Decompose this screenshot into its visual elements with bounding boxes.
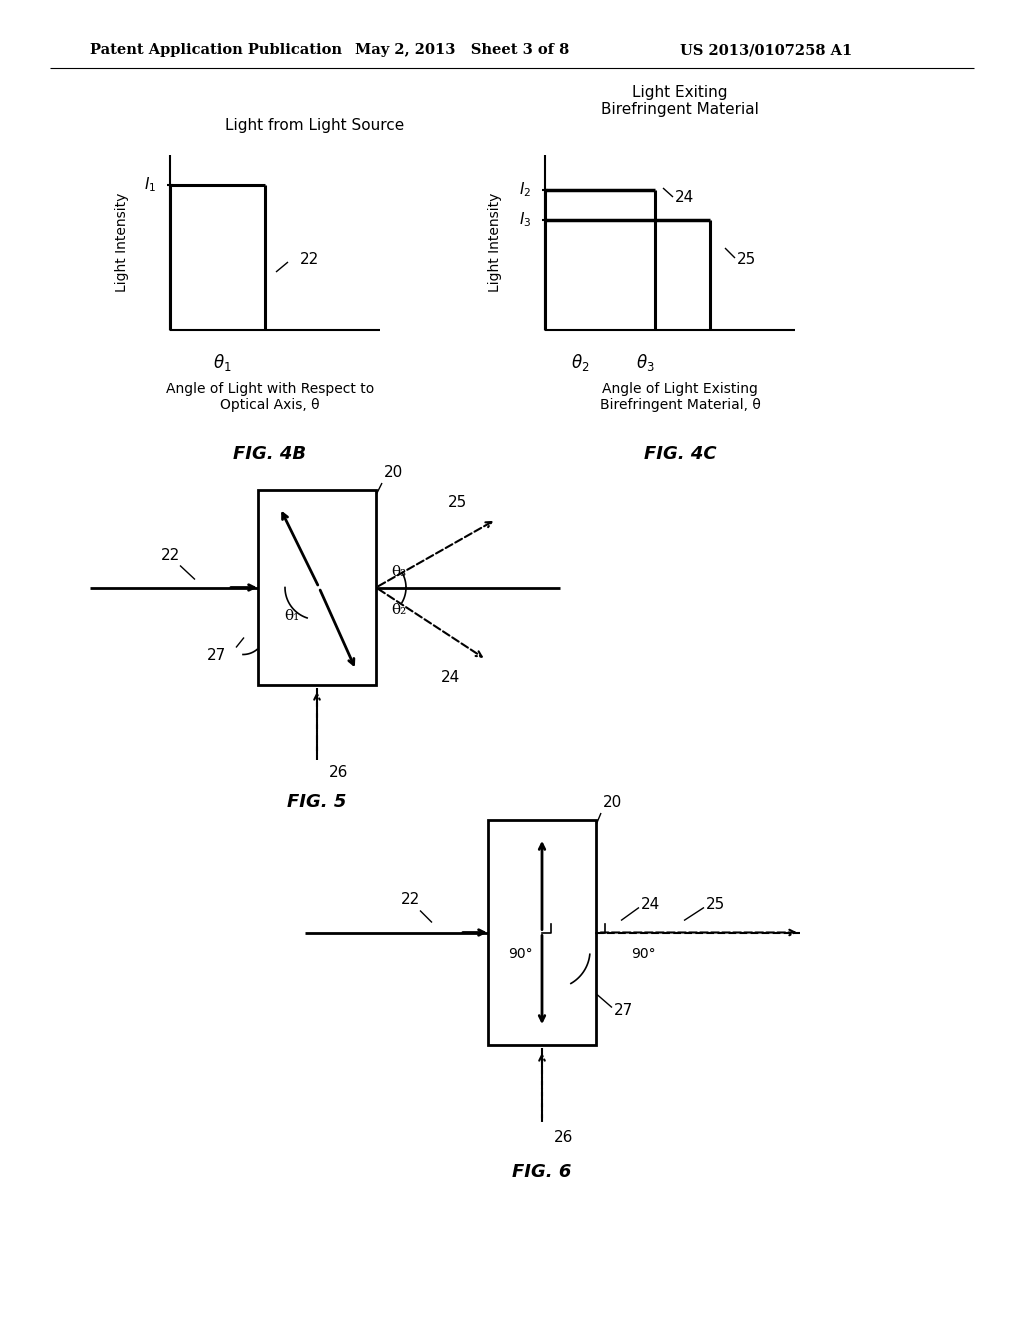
Bar xyxy=(488,820,596,1045)
Text: 22: 22 xyxy=(161,548,179,562)
Text: 22: 22 xyxy=(300,252,319,268)
Text: Angle of Light Existing
Birefringent Material, θ: Angle of Light Existing Birefringent Mat… xyxy=(600,381,761,412)
Text: $\theta_3$: $\theta_3$ xyxy=(636,352,654,374)
Text: 25: 25 xyxy=(737,252,757,268)
Text: Light Intensity: Light Intensity xyxy=(115,193,129,292)
Text: May 2, 2013   Sheet 3 of 8: May 2, 2013 Sheet 3 of 8 xyxy=(355,44,569,57)
Text: 25: 25 xyxy=(449,495,467,510)
Text: 25: 25 xyxy=(706,898,725,912)
Text: Patent Application Publication: Patent Application Publication xyxy=(90,44,342,57)
Text: FIG. 6: FIG. 6 xyxy=(512,1163,571,1181)
Text: 26: 26 xyxy=(329,766,348,780)
Text: 24: 24 xyxy=(641,898,660,912)
Text: FIG. 4C: FIG. 4C xyxy=(644,445,717,463)
Text: 27: 27 xyxy=(207,648,226,663)
Text: Light Exiting
Birefringent Material: Light Exiting Birefringent Material xyxy=(601,84,759,117)
Text: $I_3$: $I_3$ xyxy=(518,211,531,230)
Text: $\theta_1$: $\theta_1$ xyxy=(213,352,231,374)
Text: Light Intensity: Light Intensity xyxy=(488,193,502,292)
Text: $I_1$: $I_1$ xyxy=(143,176,156,194)
Text: 90°: 90° xyxy=(508,948,532,961)
Text: 24: 24 xyxy=(441,671,460,685)
Text: FIG. 4B: FIG. 4B xyxy=(233,445,306,463)
Text: $\theta_2$: $\theta_2$ xyxy=(570,352,589,374)
Text: Angle of Light with Respect to
Optical Axis, θ: Angle of Light with Respect to Optical A… xyxy=(166,381,374,412)
Text: 26: 26 xyxy=(554,1130,573,1144)
Text: 22: 22 xyxy=(400,892,420,908)
Text: θ₃: θ₃ xyxy=(391,565,407,578)
Text: θ₂: θ₂ xyxy=(391,602,407,616)
Text: 90°: 90° xyxy=(631,948,655,961)
Text: Light from Light Source: Light from Light Source xyxy=(225,117,404,133)
Text: FIG. 5: FIG. 5 xyxy=(288,793,347,810)
Text: US 2013/0107258 A1: US 2013/0107258 A1 xyxy=(680,44,852,57)
Text: $I_2$: $I_2$ xyxy=(519,181,531,199)
Bar xyxy=(258,490,376,685)
Text: 27: 27 xyxy=(614,1003,633,1018)
Text: 24: 24 xyxy=(675,190,694,206)
Text: 20: 20 xyxy=(384,465,403,480)
Text: 20: 20 xyxy=(603,795,623,810)
Text: θ₁: θ₁ xyxy=(285,609,300,623)
